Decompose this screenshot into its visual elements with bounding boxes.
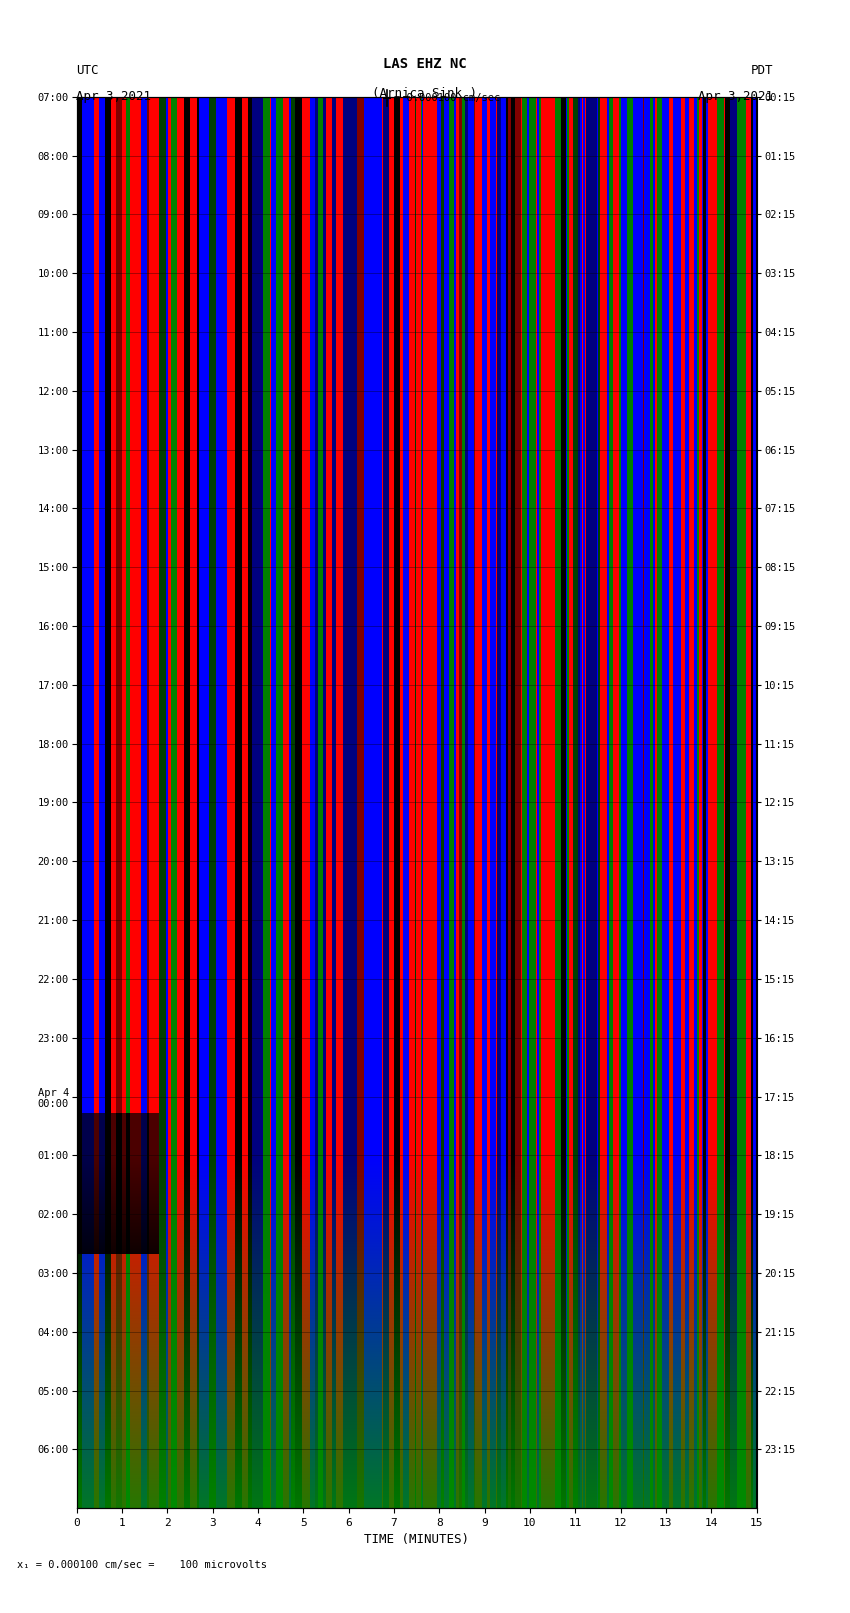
Text: = 0.000100 cm/sec: = 0.000100 cm/sec	[394, 94, 500, 103]
Text: x₁ = 0.000100 cm/sec =    100 microvolts: x₁ = 0.000100 cm/sec = 100 microvolts	[17, 1560, 267, 1569]
Text: LAS EHZ NC: LAS EHZ NC	[383, 56, 467, 71]
X-axis label: TIME (MINUTES): TIME (MINUTES)	[364, 1534, 469, 1547]
Text: Apr 3,2021: Apr 3,2021	[76, 90, 151, 103]
Text: UTC: UTC	[76, 65, 99, 77]
Text: Apr 3,2021: Apr 3,2021	[699, 90, 774, 103]
Text: PDT: PDT	[751, 65, 774, 77]
Text: (Arnica Sink ): (Arnica Sink )	[372, 87, 478, 100]
